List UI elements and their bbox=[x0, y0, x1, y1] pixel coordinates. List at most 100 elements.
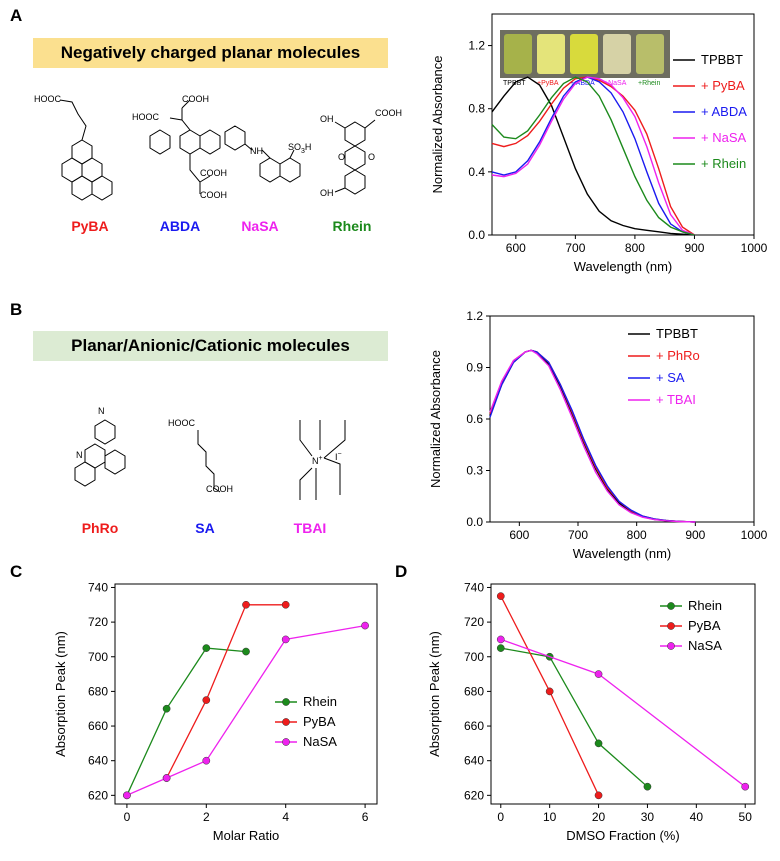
data-point-rhein bbox=[496, 644, 505, 652]
x-tick-label: 800 bbox=[625, 241, 645, 255]
molecule-name-phro: PhRo bbox=[81, 520, 119, 536]
y-tick-label: 0.8 bbox=[468, 102, 485, 116]
data-point-rhein bbox=[202, 644, 211, 652]
series-line-rhein bbox=[500, 647, 648, 788]
x-tick-label: 900 bbox=[684, 241, 704, 255]
x-axis-label: Wavelength (nm) bbox=[574, 259, 673, 274]
legend-label: + ABDA bbox=[701, 104, 747, 119]
series-line-abda bbox=[491, 76, 695, 236]
rhein-o-label-1: O bbox=[338, 152, 345, 162]
legend-label: TPBBT bbox=[656, 326, 698, 341]
legend-label: + SA bbox=[656, 370, 685, 385]
phro-n-label-2: N bbox=[76, 450, 83, 460]
legend-label: Rhein bbox=[688, 598, 722, 613]
rhein-o-label-2: O bbox=[368, 152, 375, 162]
pyba-hooc-label: HOOC bbox=[34, 94, 62, 104]
abda-cooh-label-2: COOH bbox=[200, 168, 227, 178]
molecule-name-pyba: PyBA bbox=[71, 218, 109, 234]
data-point-rhein bbox=[242, 647, 250, 656]
vial-rhein bbox=[636, 34, 664, 74]
vial-label-rhein: +Rhein bbox=[638, 80, 661, 87]
legend-marker bbox=[667, 602, 675, 610]
banner-planar-anionic-cationic: Planar/Anionic/Cationic molecules bbox=[33, 331, 388, 361]
x-tick-label: 30 bbox=[641, 810, 655, 824]
x-tick-label: 800 bbox=[627, 528, 647, 542]
plot-frame bbox=[490, 583, 756, 805]
series-line-pyba bbox=[500, 595, 600, 796]
molecule-structures-b: N N HOOC COOH N+ I− bbox=[74, 406, 346, 500]
banner-negatively-charged: Negatively charged planar molecules bbox=[33, 38, 388, 68]
rhein-structure bbox=[334, 119, 376, 195]
y-tick-label: 740 bbox=[464, 580, 484, 594]
abda-structure bbox=[149, 99, 221, 194]
y-tick-label: 1.2 bbox=[466, 309, 483, 323]
rhein-cooh-label: COOH bbox=[375, 108, 402, 118]
panel-label-c: C bbox=[10, 562, 23, 581]
phro-structure bbox=[74, 419, 126, 487]
data-point-nasa bbox=[162, 774, 171, 782]
data-point-pyba bbox=[242, 600, 250, 609]
y-tick-label: 0.0 bbox=[466, 515, 483, 529]
molecule-name-abda: ABDA bbox=[159, 218, 201, 234]
legend-label: NaSA bbox=[688, 638, 722, 653]
legend-label: PyBA bbox=[303, 714, 336, 729]
pyba-structure bbox=[59, 99, 113, 201]
rhein-oh-label-1: OH bbox=[320, 114, 334, 124]
data-point-pyba bbox=[594, 791, 603, 800]
plot-frame bbox=[491, 13, 755, 236]
y-tick-label: 740 bbox=[88, 580, 108, 594]
phro-n-label-1: N bbox=[98, 406, 105, 416]
data-point-pyba bbox=[281, 600, 290, 609]
y-tick-label: 0.4 bbox=[468, 165, 485, 179]
sa-hooc-label: HOOC bbox=[168, 418, 196, 428]
y-tick-label: 680 bbox=[464, 684, 484, 698]
x-axis-label: Wavelength (nm) bbox=[573, 546, 672, 561]
series-line-rhein bbox=[491, 76, 695, 236]
tbai-iodide-label: I− bbox=[335, 451, 342, 462]
tbai-n-label: N+ bbox=[312, 455, 323, 466]
y-tick-label: 720 bbox=[88, 615, 108, 629]
data-point-nasa bbox=[281, 635, 290, 644]
plot-frame bbox=[114, 583, 378, 805]
x-tick-label: 20 bbox=[592, 810, 606, 824]
y-tick-label: 0.6 bbox=[466, 412, 483, 426]
legend-marker bbox=[667, 622, 675, 630]
molecule-name-sa: SA bbox=[195, 520, 215, 536]
panel-label-a: A bbox=[10, 6, 23, 25]
legend-label: Rhein bbox=[303, 694, 337, 709]
x-tick-label: 0 bbox=[497, 810, 504, 824]
chart-b-absorbance: 600 700 800 900 1000 0.0 0.3 0.6 0.9 1.2 Wavelengt… bbox=[428, 309, 768, 561]
x-tick-label: 600 bbox=[509, 528, 529, 542]
y-tick-label: 0.9 bbox=[466, 361, 483, 375]
vial-label-abda: + ABDA bbox=[570, 80, 595, 87]
x-tick-label: 600 bbox=[506, 241, 526, 255]
x-tick-label: 10 bbox=[543, 810, 557, 824]
series-line-tbai bbox=[489, 349, 696, 523]
nasa-nh-label: NH bbox=[250, 146, 263, 156]
legend-label: + Rhein bbox=[701, 156, 746, 171]
vial-pyba bbox=[537, 34, 565, 74]
data-point-nasa bbox=[496, 635, 505, 644]
series-line-tpbbt bbox=[491, 76, 695, 236]
y-tick-label: 1.2 bbox=[468, 39, 485, 53]
vial-nasa bbox=[603, 34, 631, 74]
data-point-nasa bbox=[123, 791, 131, 800]
legend-label: + PhRo bbox=[656, 348, 700, 363]
sa-structure bbox=[197, 430, 221, 493]
abda-cooh-label-3: COOH bbox=[200, 190, 227, 200]
legend-label: PyBA bbox=[688, 618, 721, 633]
y-tick-label: 660 bbox=[464, 719, 484, 733]
data-point-nasa bbox=[594, 670, 603, 678]
molecule-structures-a: HOOC HOOC COOH COOH COOH NH SO3H COOH OH… bbox=[34, 94, 402, 201]
y-tick-label: 640 bbox=[88, 754, 108, 768]
rhein-oh-label-2: OH bbox=[320, 188, 334, 198]
panel-label-d: D bbox=[395, 562, 408, 581]
data-point-pyba bbox=[496, 592, 505, 600]
x-tick-label: 50 bbox=[739, 810, 753, 824]
chart-a-absorbance: 600 700 800 900 1000 0.0 0.4 0.8 1.2 Wavelength (… bbox=[430, 13, 768, 274]
legend-label: + TBAI bbox=[656, 392, 696, 407]
vial-abda bbox=[570, 34, 598, 74]
y-tick-label: 620 bbox=[464, 788, 484, 802]
data-point-pyba bbox=[202, 696, 211, 704]
abda-hooc-label: HOOC bbox=[132, 112, 160, 122]
